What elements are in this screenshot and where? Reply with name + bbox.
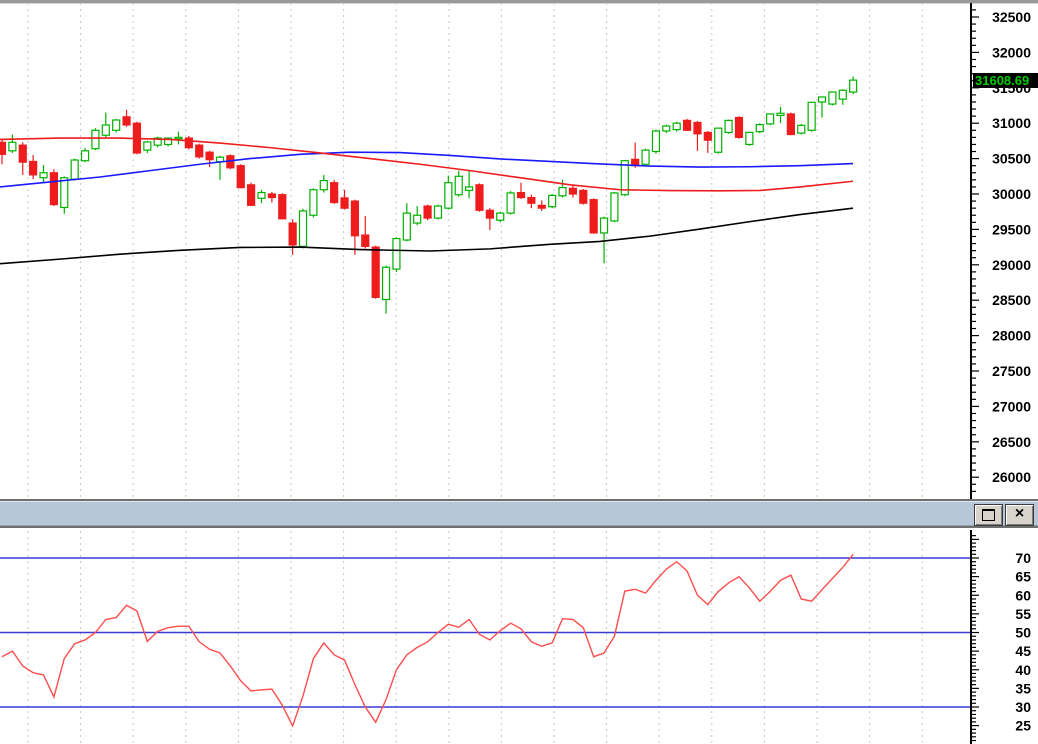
rsi-scale[interactable]: 70 65 60 55 50 45 40 35 30 25 [970, 530, 1031, 744]
ma-slow-black [0, 207, 854, 265]
price-axis-label: 27500 [992, 363, 1031, 379]
window-top-border [0, 0, 1038, 4]
price-axis-label: 27000 [992, 398, 1031, 414]
price-axis-label: 29000 [992, 257, 1031, 273]
price-axis-label: 26000 [992, 469, 1031, 485]
ma-mid-red [0, 137, 854, 192]
price-axis-label: 32000 [992, 44, 1031, 60]
current-price-label: 31608.69 [973, 73, 1038, 88]
indicator-close-button[interactable]: × [1005, 504, 1034, 526]
price-axis-label: 30000 [992, 186, 1031, 202]
price-axis-label: 26500 [992, 434, 1031, 450]
rsi-axis-label: 60 [1015, 587, 1031, 603]
price-chart-panel[interactable]: 3250032000315003100030500300002950029000… [0, 0, 1038, 499]
rsi-axis-label: 55 [1015, 606, 1031, 622]
price-axis-label: 29500 [992, 221, 1031, 237]
price-axis-label: 30500 [992, 151, 1031, 167]
rsi-axis-label: 40 [1015, 662, 1031, 678]
subwindow-separator-bar[interactable] [0, 499, 1038, 528]
rsi-indicator-panel[interactable]: 70 65 60 55 50 45 40 35 30 25 [0, 528, 1038, 744]
ma-fast-blue [0, 151, 854, 188]
price-axis-label: 28500 [992, 292, 1031, 308]
maximize-icon [982, 509, 995, 521]
rsi-axis-label: 65 [1015, 569, 1031, 585]
price-axis-label: 31000 [992, 115, 1031, 131]
rsi-axis-label: 45 [1015, 643, 1031, 659]
rsi-axis-label: 30 [1015, 699, 1031, 715]
rsi-line [1, 553, 854, 728]
indicator-maximize-button[interactable] [974, 504, 1003, 526]
rsi-axis-label: 35 [1015, 680, 1031, 696]
rsi-axis-label: 25 [1015, 718, 1031, 734]
close-icon: × [1014, 505, 1025, 522]
price-axis-label: 28000 [992, 328, 1031, 344]
price-axis-label: 32500 [992, 9, 1031, 25]
price-scale[interactable]: 3250032000315003100030500300002950029000… [970, 3, 1031, 499]
rsi-level-lines [0, 557, 971, 708]
rsi-axis-label: 70 [1015, 550, 1031, 566]
rsi-axis-label: 50 [1015, 625, 1031, 641]
candles-layer [0, 76, 858, 314]
